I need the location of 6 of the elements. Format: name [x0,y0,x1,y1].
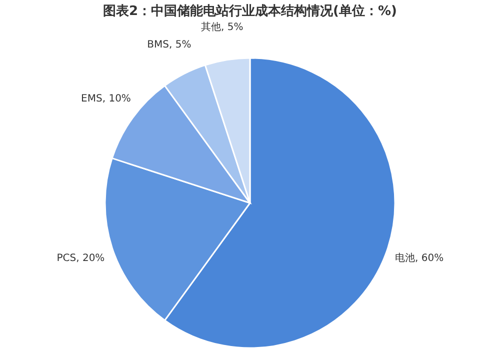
slice-label: BMS, 5% [147,39,192,50]
slice-label: 电池, 60% [394,252,444,264]
slice-label: EMS, 10% [81,93,131,104]
slice-label: PCS, 20% [56,253,105,264]
chart-title: 图表2：中国储能电站行业成本结构情况(单位：%) [103,3,397,20]
slice-label: 其他, 5% [201,21,244,34]
